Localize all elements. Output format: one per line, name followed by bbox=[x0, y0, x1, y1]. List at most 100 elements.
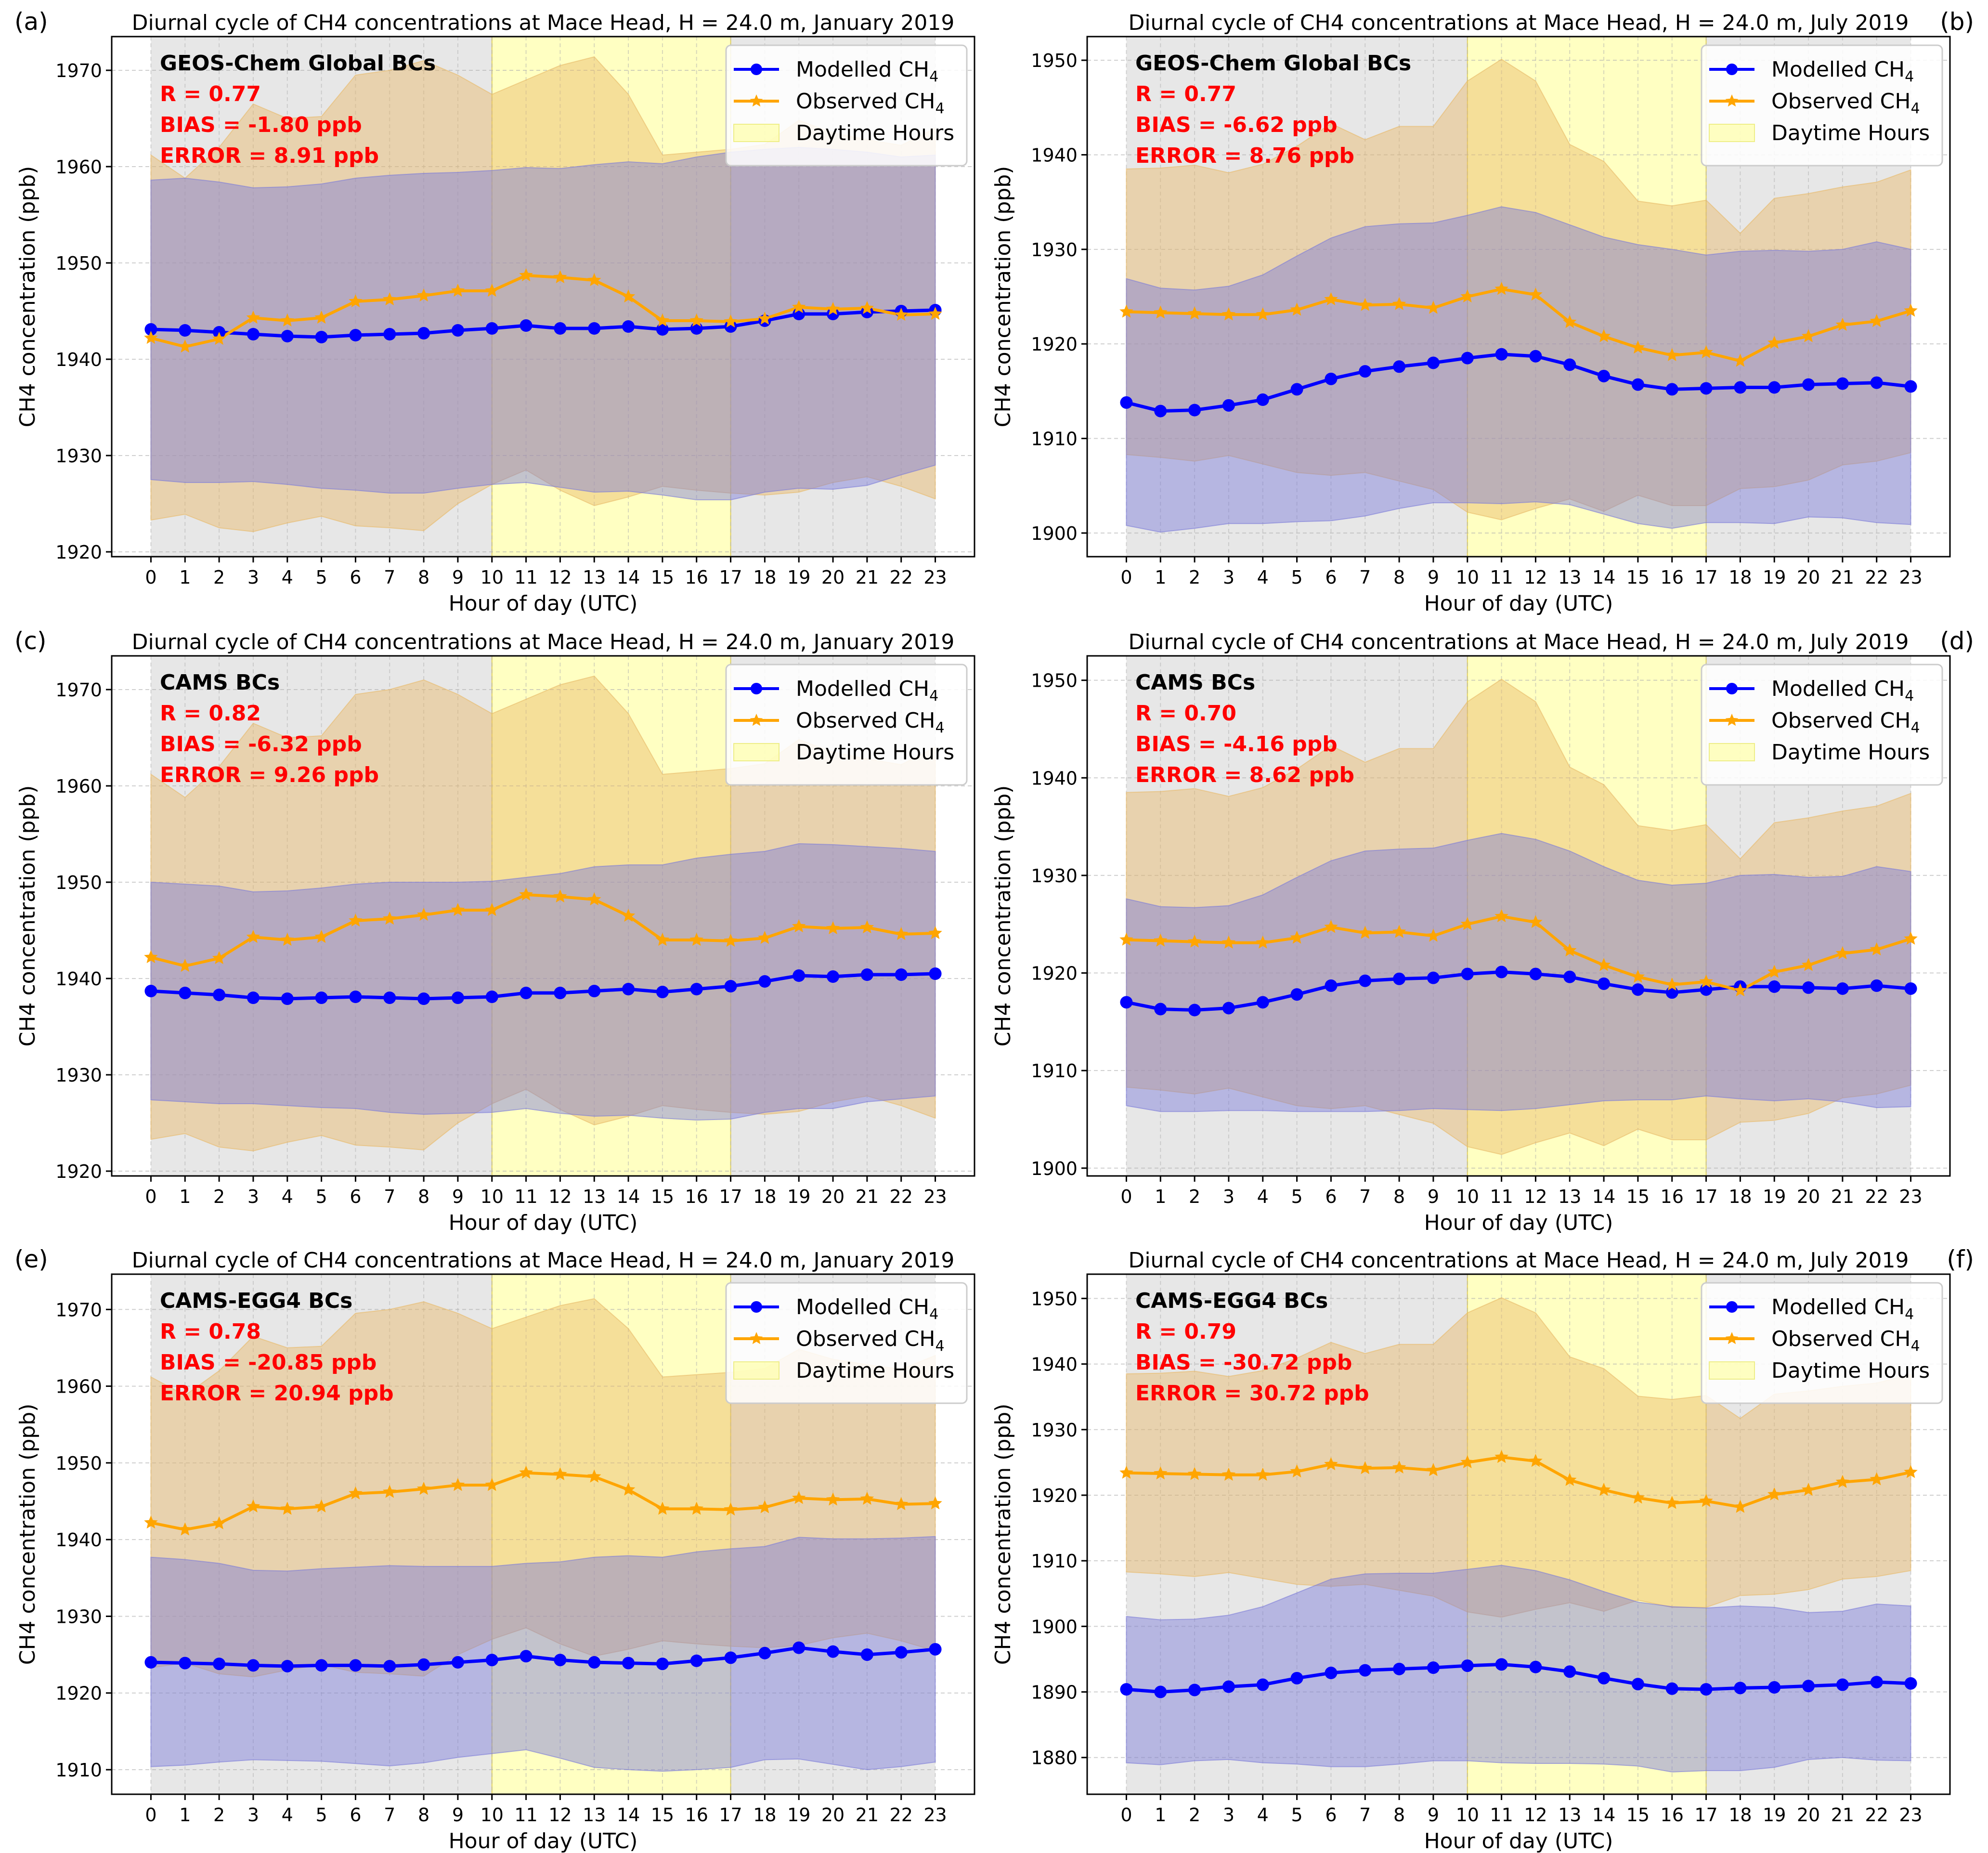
chart-title: Diurnal cycle of CH4 concentrations at M… bbox=[1128, 630, 1909, 654]
x-tick-label: 18 bbox=[753, 1186, 776, 1207]
y-tick-label: 1950 bbox=[1031, 670, 1078, 692]
y-tick-label: 1900 bbox=[1031, 1616, 1078, 1637]
modelled-point bbox=[485, 1654, 498, 1667]
modelled-point bbox=[1665, 986, 1678, 999]
x-tick-label: 6 bbox=[350, 1186, 361, 1207]
chart-title: Diurnal cycle of CH4 concentrations at M… bbox=[132, 1248, 955, 1273]
modelled-point bbox=[1768, 980, 1781, 993]
observed-point bbox=[724, 314, 738, 328]
x-tick-label: 23 bbox=[923, 1186, 947, 1207]
modelled-range-band bbox=[150, 146, 936, 500]
modelled-point bbox=[417, 1658, 430, 1671]
modelled-point bbox=[1870, 376, 1883, 389]
observed-point bbox=[1119, 304, 1133, 318]
observed-point bbox=[689, 1501, 703, 1515]
x-tick-label: 13 bbox=[583, 1186, 606, 1207]
observed-point bbox=[894, 1497, 908, 1510]
x-tick-label: 8 bbox=[1393, 567, 1405, 588]
y-tick-label: 1900 bbox=[1031, 523, 1078, 544]
observed-point bbox=[178, 959, 192, 972]
x-tick-label: 18 bbox=[1728, 1804, 1752, 1826]
observed-point bbox=[1904, 1465, 1918, 1478]
x-tick-label: 5 bbox=[316, 567, 327, 588]
x-tick-label: 9 bbox=[452, 1804, 464, 1826]
modelled-point bbox=[1904, 380, 1917, 393]
modelled-point bbox=[1904, 1677, 1917, 1690]
x-tick-label: 17 bbox=[719, 1186, 742, 1207]
x-tick-label: 18 bbox=[1728, 1186, 1752, 1207]
x-tick-label: 8 bbox=[418, 1186, 429, 1207]
modelled-point bbox=[1529, 350, 1542, 363]
modelled-point bbox=[1529, 1660, 1542, 1673]
observed-point bbox=[1631, 1490, 1645, 1504]
y-tick-label: 1940 bbox=[1031, 144, 1078, 166]
x-tick-label: 2 bbox=[1189, 1186, 1200, 1207]
modelled-point bbox=[1290, 988, 1303, 1001]
observed-point bbox=[1324, 1457, 1338, 1471]
x-tick-label: 12 bbox=[548, 567, 572, 588]
modelled-point bbox=[1222, 399, 1235, 412]
x-tick-label: 3 bbox=[247, 1186, 259, 1207]
modelled-point bbox=[622, 1657, 635, 1670]
x-tick-label: 23 bbox=[1899, 1804, 1922, 1826]
legend-modelled-label: Modelled CH4 bbox=[796, 677, 938, 705]
y-tick-label: 1950 bbox=[1031, 50, 1078, 71]
y-tick-label: 1950 bbox=[1031, 1288, 1078, 1309]
modelled-point bbox=[520, 319, 533, 332]
observed-point bbox=[1767, 1487, 1781, 1501]
x-tick-label: 0 bbox=[145, 1804, 156, 1826]
modelled-point bbox=[1836, 982, 1849, 995]
modelled-point bbox=[1598, 977, 1611, 990]
observed-line bbox=[150, 1471, 936, 1531]
observed-point bbox=[1665, 348, 1679, 361]
panel-c: (c) Diurnal cycle of CH4 concentrations a… bbox=[14, 627, 975, 1235]
x-tick-label: 1 bbox=[1155, 1186, 1166, 1207]
x-tick-label: 23 bbox=[923, 1804, 947, 1826]
observed-point bbox=[485, 1478, 499, 1491]
x-tick-label: 17 bbox=[719, 567, 742, 588]
x-tick-label: 19 bbox=[787, 1804, 810, 1826]
modelled-point bbox=[349, 1659, 362, 1672]
x-tick-label: 15 bbox=[651, 567, 674, 588]
modelled-point bbox=[1734, 381, 1747, 394]
modelled-point bbox=[1359, 365, 1372, 378]
stat-bias: BIAS = -30.72 ppb bbox=[1135, 1350, 1352, 1375]
x-tick-label: 18 bbox=[753, 1804, 776, 1826]
x-tick-label: 17 bbox=[719, 1804, 742, 1826]
x-tick-label: 14 bbox=[617, 1186, 640, 1207]
modelled-point bbox=[1700, 382, 1713, 395]
x-axis-label: Hour of day (UTC) bbox=[1424, 1211, 1613, 1235]
observed-point bbox=[1256, 1467, 1270, 1481]
observed-point bbox=[1119, 1465, 1133, 1479]
observed-point bbox=[280, 313, 294, 327]
legend-daytime-label: Daytime Hours bbox=[1771, 121, 1930, 145]
x-tick-label: 3 bbox=[1223, 1186, 1234, 1207]
observed-point bbox=[928, 1496, 942, 1510]
observed-point bbox=[1904, 303, 1918, 317]
modelled-point bbox=[349, 991, 362, 1003]
modelled-point bbox=[144, 1656, 157, 1669]
x-tick-label: 10 bbox=[1456, 1804, 1479, 1826]
observed-point bbox=[587, 273, 601, 287]
x-tick-label: 15 bbox=[651, 1804, 674, 1826]
modelled-point bbox=[315, 1659, 328, 1672]
x-tick-label: 11 bbox=[1490, 1804, 1513, 1826]
modelled-point bbox=[1461, 1659, 1474, 1672]
observed-point bbox=[280, 933, 294, 946]
daytime-shading bbox=[491, 37, 731, 557]
x-tick-label: 4 bbox=[1257, 1186, 1269, 1207]
y-tick-label: 1940 bbox=[55, 349, 102, 370]
x-tick-label: 20 bbox=[821, 1804, 845, 1826]
modelled-point bbox=[1734, 1682, 1747, 1695]
observed-point bbox=[451, 903, 465, 916]
observed-point bbox=[485, 903, 499, 916]
observed-point bbox=[416, 288, 431, 302]
x-tick-label: 22 bbox=[890, 1186, 913, 1207]
modelled-point bbox=[554, 1654, 567, 1667]
observed-point bbox=[1904, 931, 1918, 945]
x-tick-label: 13 bbox=[583, 1804, 606, 1826]
x-tick-label: 16 bbox=[1661, 1186, 1684, 1207]
modelled-point bbox=[1836, 377, 1849, 390]
modelled-point bbox=[281, 330, 294, 342]
y-axis-label: CH4 concentration (ppb) bbox=[991, 166, 1015, 428]
